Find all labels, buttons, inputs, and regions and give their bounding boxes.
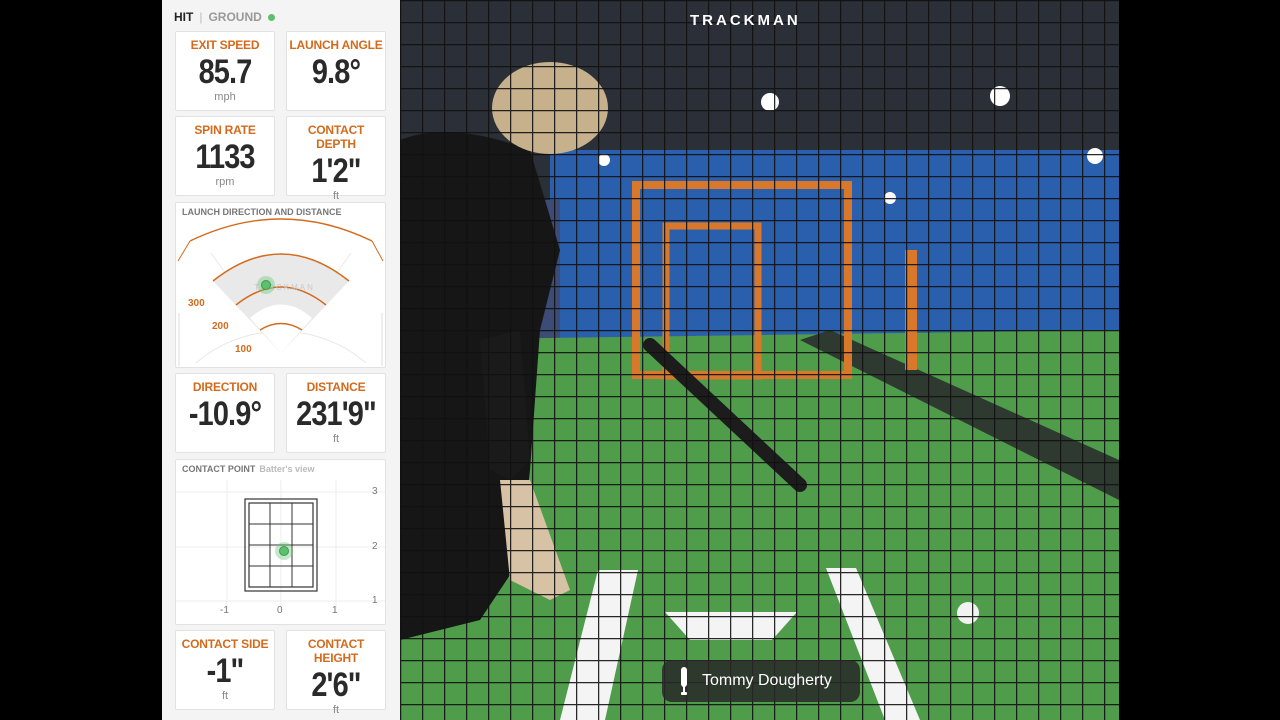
- strike-zone-graphic: [176, 480, 385, 612]
- launch-angle-value: 9.8°: [311, 53, 361, 91]
- separator: |: [199, 10, 203, 24]
- contact-height-unit: ft: [332, 704, 340, 716]
- x-tick-0: 0: [277, 605, 283, 616]
- launch-angle-tile: LAUNCH ANGLE 9.8°: [286, 31, 386, 111]
- contact-height-label: CONTACT HEIGHT: [307, 637, 365, 665]
- distance-label-300: 300: [188, 298, 205, 309]
- batter-name: Tommy Dougherty: [702, 672, 832, 689]
- hit-ground-toggle[interactable]: HIT | GROUND: [174, 10, 275, 24]
- distance-label-200: 200: [212, 321, 229, 332]
- contact-depth-unit: ft: [332, 190, 340, 202]
- x-tick-neg1: -1: [220, 605, 229, 616]
- launch-direction-chart: LAUNCH DIRECTION AND DISTANCE TRACKMAN 3…: [175, 202, 386, 368]
- spray-chart-graphic: [177, 218, 384, 366]
- contact-side-tile: CONTACT SIDE -1" ft: [175, 630, 275, 710]
- distance-label: DISTANCE: [306, 380, 366, 394]
- spin-rate-tile: SPIN RATE 1133 rpm: [175, 116, 275, 196]
- batting-cage-scene: [400, 0, 1119, 720]
- stats-panel: HIT | GROUND EXIT SPEED 85.7 mph LAUNCH …: [162, 0, 400, 720]
- contact-side-label: CONTACT SIDE: [181, 637, 269, 651]
- spin-rate-value: 1133: [195, 138, 255, 176]
- hit-label[interactable]: HIT: [174, 10, 194, 24]
- spin-rate-unit: rpm: [215, 176, 235, 188]
- exit-speed-label: EXIT SPEED: [190, 38, 260, 52]
- contact-point-chart: CONTACT POINT Batter's view -1 0 1 3 2 1: [175, 459, 386, 625]
- contact-depth-label: CONTACT DEPTH: [307, 123, 365, 151]
- distance-value: 231'9": [296, 395, 377, 433]
- contact-side-unit: ft: [221, 690, 229, 702]
- direction-tile: DIRECTION -10.9°: [175, 373, 275, 453]
- contact-depth-value: 1'2": [311, 152, 361, 190]
- x-tick-1: 1: [332, 605, 338, 616]
- spin-rate-label: SPIN RATE: [194, 123, 256, 137]
- distance-unit: ft: [332, 433, 340, 445]
- ground-status-dot-icon: [267, 13, 275, 21]
- direction-value: -10.9°: [188, 395, 262, 433]
- contact-height-tile: CONTACT HEIGHT 2'6" ft: [286, 630, 386, 716]
- exit-speed-tile: EXIT SPEED 85.7 mph: [175, 31, 275, 111]
- distance-tile: DISTANCE 231'9" ft: [286, 373, 386, 453]
- bat-icon: [681, 667, 687, 695]
- y-tick-3: 3: [372, 486, 378, 497]
- direction-label: DIRECTION: [192, 380, 258, 394]
- contact-chart-title-text: CONTACT POINT: [182, 464, 256, 474]
- ball-landing-marker-icon: [257, 276, 275, 294]
- video-feed: [400, 0, 1119, 720]
- contact-side-value: -1": [206, 652, 245, 690]
- distance-label-100: 100: [235, 344, 252, 355]
- contact-height-value: 2'6": [311, 666, 361, 704]
- ground-label[interactable]: GROUND: [208, 10, 262, 24]
- contact-depth-tile: CONTACT DEPTH 1'2" ft: [286, 116, 386, 202]
- batter-name-tag[interactable]: Tommy Dougherty: [662, 660, 860, 702]
- trackman-logo: TRACKMAN: [690, 12, 801, 29]
- contact-chart-subtitle: Batter's view: [259, 464, 315, 474]
- launch-chart-title: LAUNCH DIRECTION AND DISTANCE: [182, 207, 342, 217]
- y-tick-2: 2: [372, 541, 378, 552]
- y-tick-1: 1: [372, 595, 378, 606]
- contact-chart-title: CONTACT POINT Batter's view: [182, 464, 315, 474]
- exit-speed-unit: mph: [214, 91, 236, 103]
- launch-chart-watermark: TRACKMAN: [254, 283, 315, 292]
- contact-point-marker-icon: [275, 542, 293, 560]
- exit-speed-value: 85.7: [198, 53, 253, 91]
- launch-angle-label: LAUNCH ANGLE: [289, 38, 383, 52]
